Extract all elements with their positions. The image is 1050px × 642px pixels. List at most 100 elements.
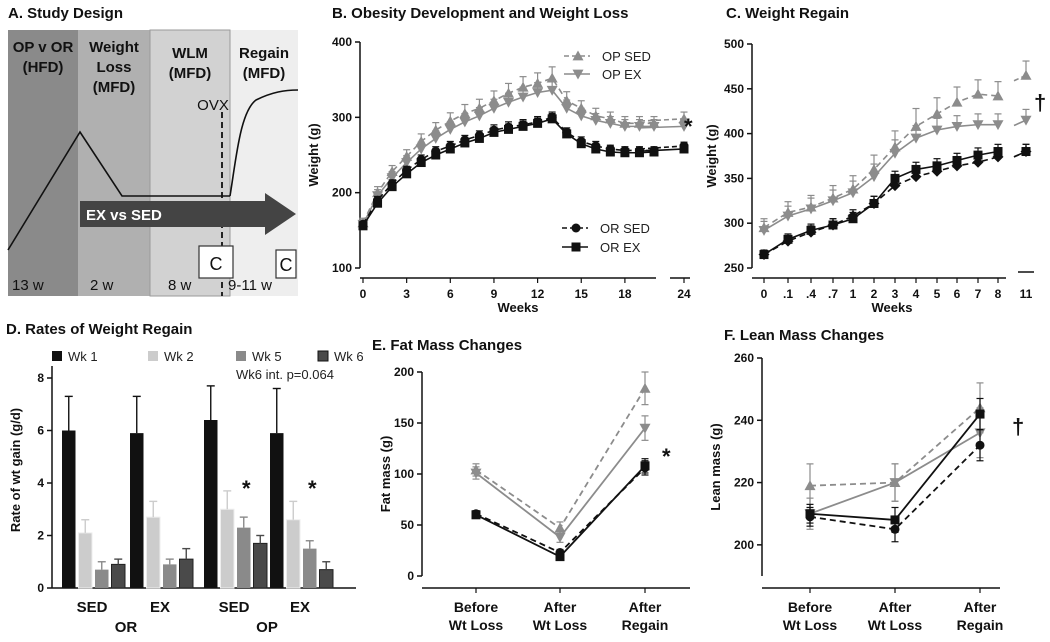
panel-B-point	[590, 115, 602, 126]
panel-F-point	[805, 509, 815, 519]
study-design-panel	[7, 29, 299, 297]
panel-C-y-label: Weight (g)	[704, 124, 719, 187]
panel-B-point	[488, 103, 500, 114]
panel-B-point	[604, 118, 616, 129]
panel-B-point	[373, 198, 383, 208]
panel-F-annotation: †	[1012, 414, 1024, 439]
panel-E-y-tick-label: 100	[394, 467, 414, 481]
panel-B-point	[518, 121, 528, 131]
panel-C-point	[932, 161, 942, 171]
panel-D-y-tick-label: 6	[37, 424, 44, 438]
panel-B-legend-label: OP EX	[602, 67, 642, 82]
arrow-label: EX vs SED	[86, 207, 162, 224]
panel-C-y-tick-label: 450	[724, 82, 744, 96]
panel-D-legend-swatch	[148, 351, 158, 361]
panel-F	[757, 357, 1000, 593]
panel-B-point	[533, 118, 543, 128]
phase4-duration: 9-11 w	[228, 277, 272, 294]
panel-B-point	[620, 148, 630, 158]
panel-D-group-label: OR	[115, 619, 138, 636]
panel-B-point	[430, 134, 442, 144]
panel-B-point	[460, 138, 470, 148]
panel-E-point	[554, 522, 566, 533]
panel-E-x-tick-label: After	[629, 599, 662, 615]
panel-B-legend-item-1	[564, 69, 590, 80]
panel-D-bar	[62, 430, 76, 588]
panel-D-legend-item-3	[317, 350, 329, 362]
panel-D-series-3	[111, 534, 334, 589]
panel-B-point	[576, 139, 586, 149]
panel-B	[355, 41, 690, 283]
panel-C-point	[972, 88, 984, 99]
panel-C-point	[931, 108, 943, 119]
c-box-2	[275, 249, 297, 279]
panel-F-y-label: Lean mass (g)	[708, 423, 723, 510]
panel-C-series-1	[758, 108, 1032, 236]
weight-trajectory-line	[7, 130, 230, 251]
panel-D-series-1	[78, 490, 301, 589]
panel-F-point	[890, 515, 900, 525]
panel-E-line	[475, 427, 646, 539]
c-box-1-label: C	[210, 254, 223, 274]
panel-E	[417, 371, 690, 593]
panel-C-point	[951, 96, 963, 107]
panel-C-y-tick-label: 500	[724, 37, 744, 51]
panel-C-point	[806, 225, 816, 235]
panel-E-y-tick-label: 0	[407, 569, 414, 583]
panel-D-x-tick-label: SED	[77, 599, 108, 616]
panel-F-x-tick-label-2: Regain	[957, 617, 1004, 633]
panel-C-annotation: †	[1034, 90, 1046, 115]
panel-F-title: F. Lean Mass Changes	[724, 327, 884, 344]
phase4-diet: (MFD)	[243, 65, 285, 82]
panel-F-y-tick-label: 260	[734, 351, 754, 365]
panel-B-legend-item-0	[564, 50, 590, 61]
panel-E-x-tick-label: Before	[454, 599, 499, 615]
panel-C-point	[931, 125, 943, 136]
panel-B-late-point	[678, 121, 690, 132]
panel-E-point	[639, 382, 651, 393]
panel-B-x-tick-label: 24	[677, 287, 691, 301]
panel-D	[47, 350, 356, 589]
panel-B-point	[445, 144, 455, 154]
phase1-diet: (HFD)	[23, 59, 64, 76]
panel-C-point	[847, 188, 859, 199]
panel-B-late-line	[639, 148, 685, 153]
panel-D-y-label: Rate of wt gain (g/d)	[8, 408, 23, 532]
panel-F-x-tick-label: After	[964, 599, 997, 615]
panel-F-y-tick-label: 200	[734, 538, 754, 552]
panel-B-point	[489, 127, 499, 137]
panel-D-note: Wk6 int. p=0.064	[236, 367, 334, 382]
panel-B-point	[387, 182, 397, 192]
c-box-1	[198, 245, 234, 279]
panel-C-point	[782, 211, 794, 222]
panel-B-legend-marker	[571, 223, 581, 233]
panel-D-legend-item-2	[236, 351, 246, 361]
panel-D-bar	[111, 563, 126, 589]
panel-D-bar	[319, 569, 334, 589]
panel-B-point	[649, 147, 659, 157]
panel-D-bar	[204, 420, 218, 588]
panel-C-x-tick-label: 8	[995, 287, 1002, 301]
panel-B-legend-item-2	[562, 223, 588, 233]
panel-B-point	[474, 133, 484, 143]
panel-C-x-tick-label: .4	[806, 287, 816, 301]
panel-E-point	[640, 461, 650, 471]
panel-F-x-tick-label: After	[879, 599, 912, 615]
panel-E-y-label: Fat mass (g)	[378, 436, 393, 513]
ovx-label: OVX	[197, 97, 229, 114]
panel-C-x-tick-label: 3	[892, 287, 899, 301]
panel-B-annotation: *	[684, 114, 693, 139]
panel-B-late-line	[639, 145, 685, 150]
panel-B-point	[401, 158, 413, 169]
panel-D-annotation: *	[242, 476, 251, 501]
panel-F-y-tick-label: 220	[734, 476, 754, 490]
panel-C-point	[828, 220, 838, 230]
panel-B-legend-marker	[571, 242, 581, 252]
panel-C-point	[911, 164, 921, 174]
panel-B-series-1	[357, 79, 690, 230]
panel-D-title: D. Rates of Weight Regain	[6, 321, 192, 338]
panel-D-bar	[303, 548, 317, 588]
panel-E-series-3	[471, 458, 650, 562]
panel-E-point	[555, 552, 565, 562]
